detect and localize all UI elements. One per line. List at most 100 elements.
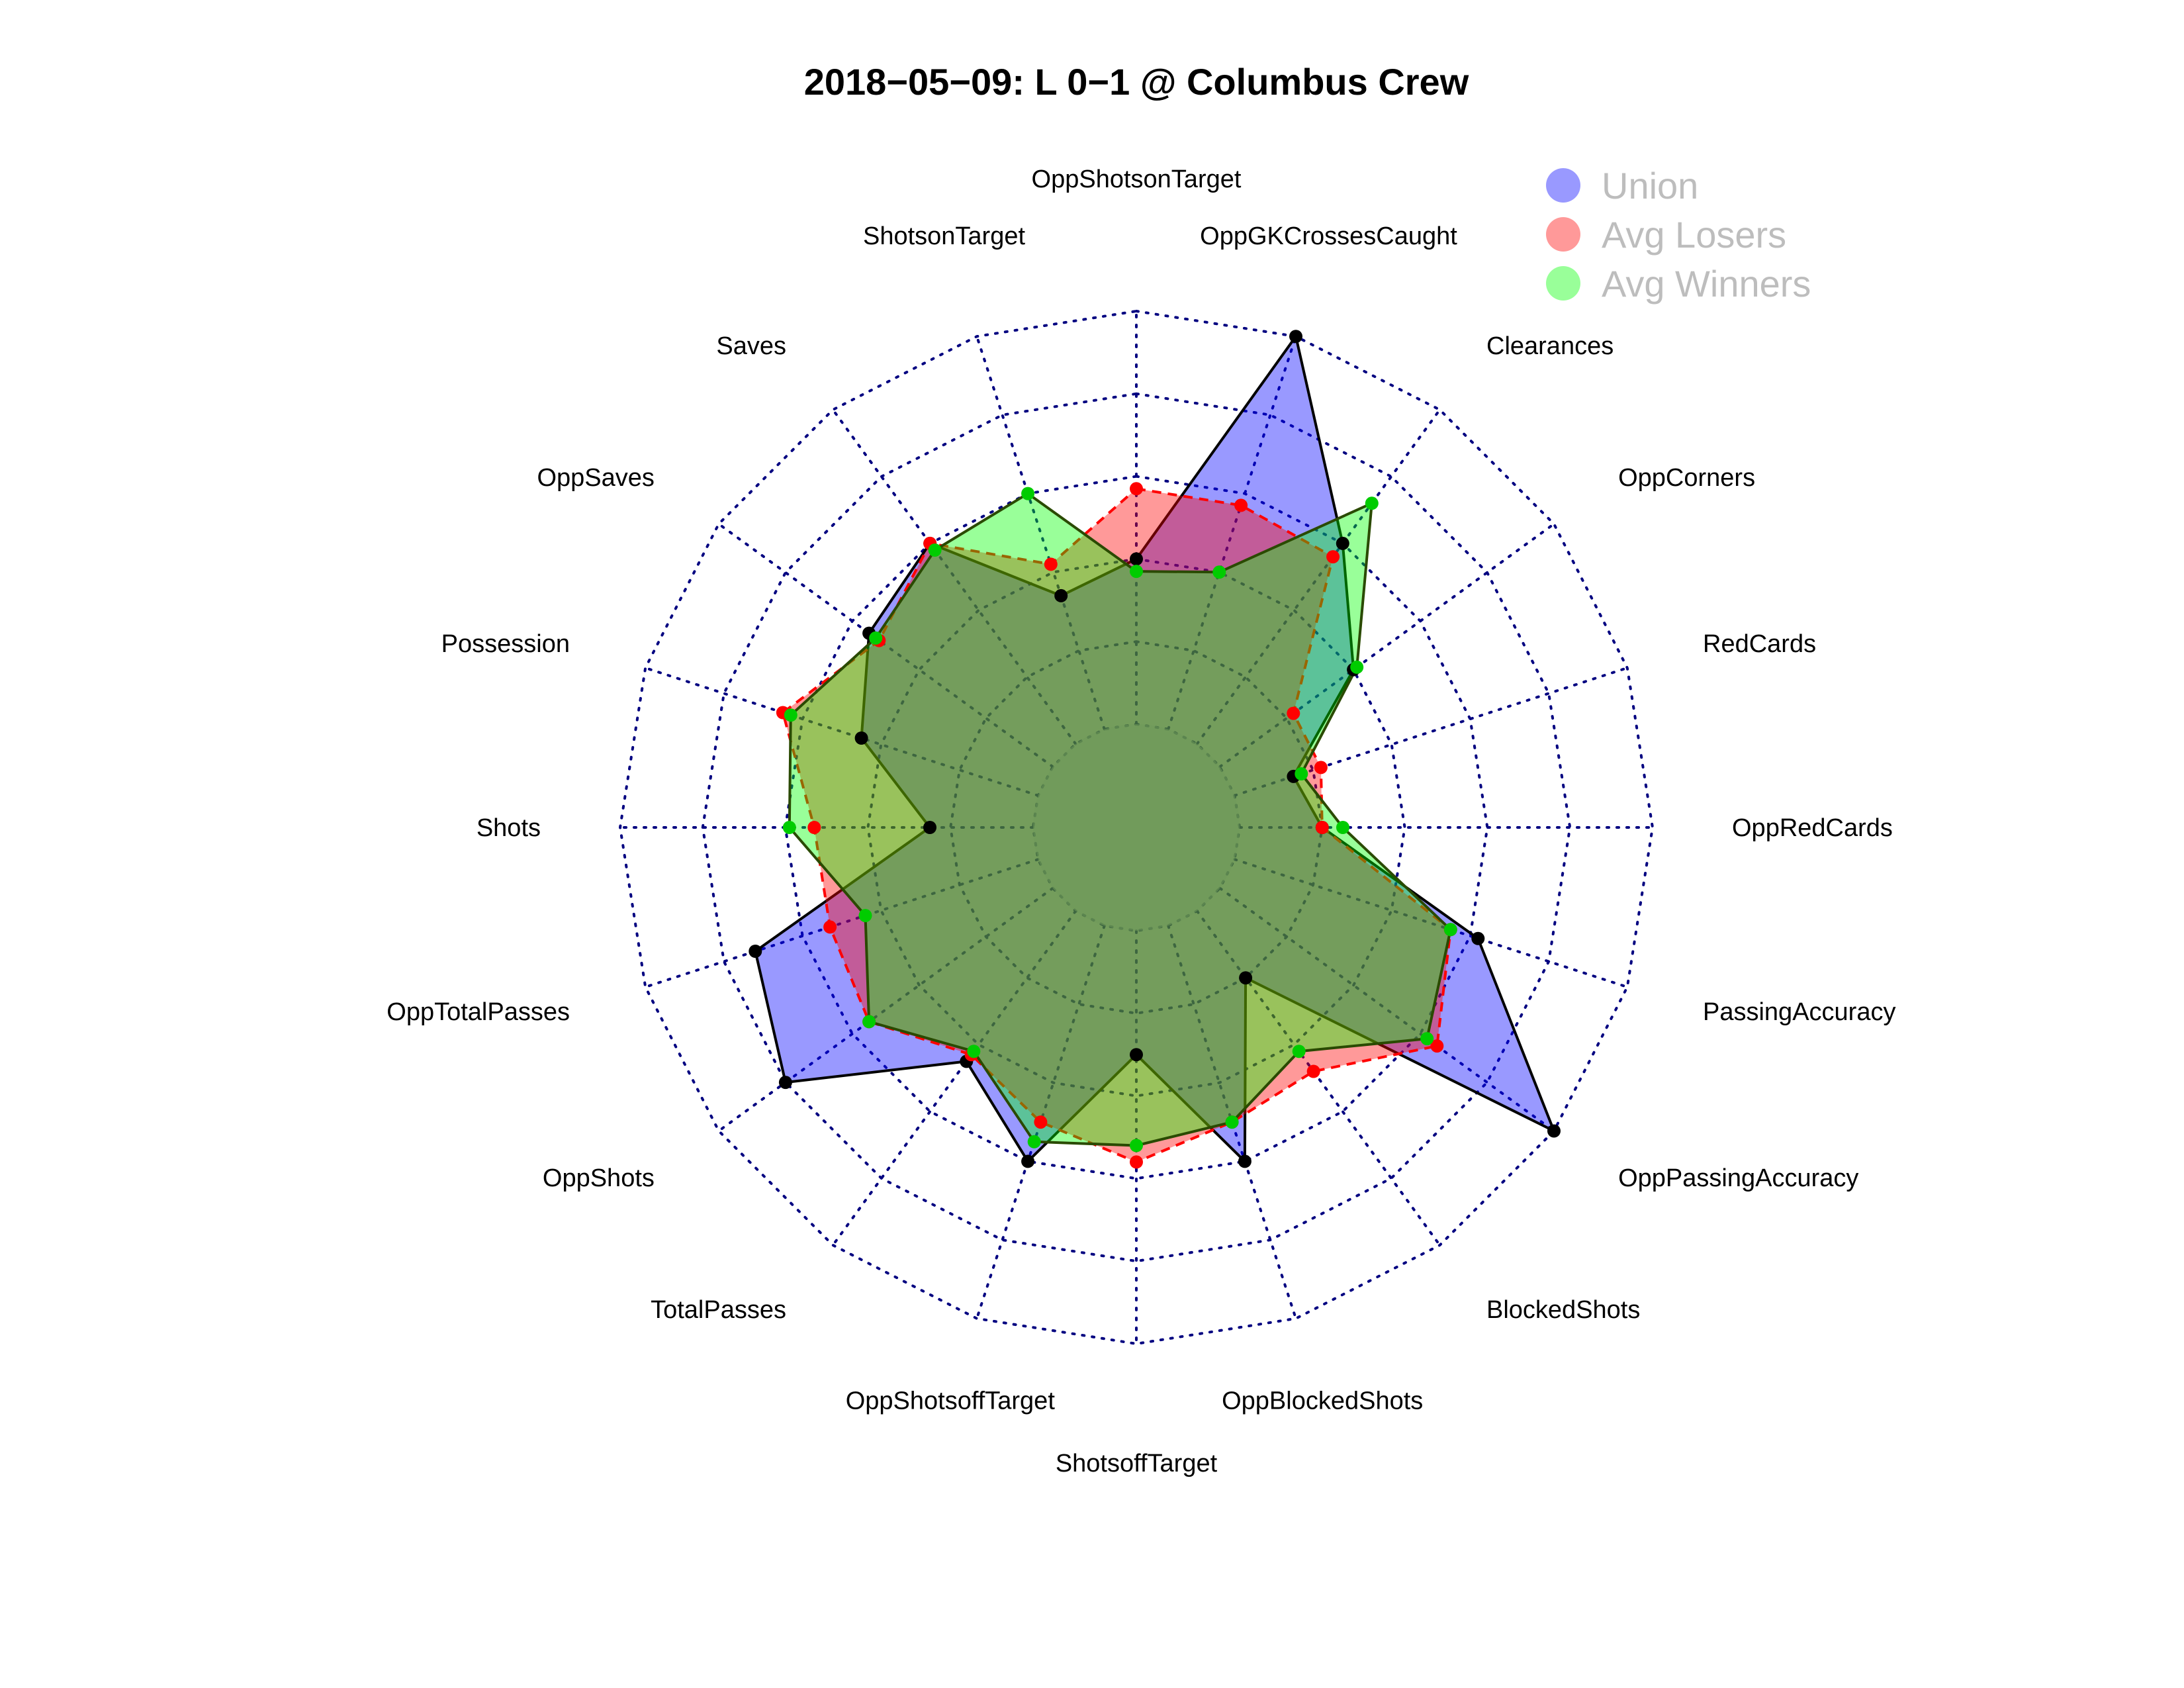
point-avg-winners-15	[782, 821, 796, 834]
axis-label-oppgkcrossescaught: OppGKCrossesCaught	[1200, 222, 1457, 250]
grid-spoke-12	[831, 910, 1077, 1247]
grid-spoke-19	[975, 335, 1106, 731]
axis-label-shotsontarget: ShotsonTarget	[863, 222, 1025, 250]
point-avg-losers-3	[1287, 706, 1300, 720]
point-union-19	[1054, 588, 1068, 602]
point-avg-winners-16	[784, 708, 797, 722]
point-avg-losers-4	[1314, 761, 1328, 774]
grid-spoke-8	[1195, 910, 1441, 1247]
axis-label-oppredcards: OppRedCards	[1732, 814, 1893, 842]
legend-label-union: Union	[1602, 165, 1698, 207]
point-union-7	[1547, 1124, 1561, 1138]
point-union-0	[1130, 552, 1143, 566]
point-avg-winners-5	[1336, 821, 1349, 834]
axis-label-saves: Saves	[716, 332, 786, 360]
radar-markers	[749, 330, 1561, 1169]
grid-spoke-2	[1195, 408, 1441, 745]
radar-hub	[1033, 724, 1240, 931]
point-union-15	[923, 821, 936, 834]
point-union-16	[854, 731, 868, 745]
grid-spoke-16	[644, 666, 1040, 797]
point-union-10	[1130, 1048, 1143, 1062]
axis-label-oppsaves: OppSaves	[537, 464, 654, 492]
legend-swatch-avg-losers	[1546, 217, 1580, 252]
axis-label-totalpasses: TotalPasses	[651, 1296, 786, 1324]
grid-spoke-1	[1167, 335, 1298, 731]
legend-label-avg-losers: Avg Losers	[1602, 214, 1786, 256]
axis-label-shots: Shots	[477, 814, 541, 842]
point-union-1	[1289, 330, 1302, 344]
point-avg-losers-19	[1044, 557, 1058, 571]
grid-spoke-6	[1233, 858, 1629, 989]
grid-spoke-11	[975, 924, 1106, 1320]
axis-label-passingaccuracy: PassingAccuracy	[1703, 998, 1895, 1026]
point-avg-losers-14	[823, 920, 837, 934]
point-avg-losers-7	[1430, 1039, 1444, 1053]
point-avg-winners-12	[967, 1045, 981, 1058]
point-avg-winners-13	[862, 1015, 876, 1029]
point-avg-losers-8	[1306, 1064, 1320, 1078]
radar-grid	[618, 309, 1655, 1346]
point-avg-winners-4	[1295, 767, 1308, 780]
axis-labels: OppShotsonTarget OppGKCrossesCaught Cleara…	[387, 165, 1895, 1477]
point-avg-winners-19	[1021, 487, 1035, 500]
point-avg-losers-15	[807, 821, 821, 834]
chart-title: 2018−05−09: L 0−1 @ Columbus Crew	[804, 61, 1469, 103]
axis-label-opppassingaccuracy: OppPassingAccuracy	[1618, 1164, 1858, 1192]
point-union-2	[1336, 536, 1349, 550]
point-avg-winners-8	[1292, 1045, 1306, 1058]
axis-label-possession: Possession	[441, 630, 570, 658]
point-avg-losers-0	[1130, 482, 1143, 496]
axis-label-redcards: RedCards	[1703, 630, 1816, 658]
point-avg-losers-1	[1234, 498, 1248, 512]
point-avg-winners-9	[1225, 1115, 1239, 1129]
point-union-11	[1021, 1154, 1035, 1168]
point-avg-winners-0	[1130, 565, 1143, 579]
axis-label-oppcorners: OppCorners	[1618, 464, 1755, 492]
point-avg-winners-1	[1212, 565, 1226, 579]
axis-label-oppblockedshots: OppBlockedShots	[1222, 1387, 1423, 1415]
grid-spoke-9	[1167, 924, 1298, 1320]
axis-label-shotsofftarget: ShotsoffTarget	[1056, 1450, 1218, 1477]
chart-legend: Union Avg Losers Avg Winners	[1546, 165, 1811, 305]
point-union-14	[749, 945, 762, 958]
legend-swatch-avg-winners	[1546, 266, 1580, 301]
point-avg-winners-11	[1027, 1135, 1041, 1149]
point-avg-winners-14	[858, 909, 872, 923]
point-avg-winners-10	[1130, 1139, 1143, 1152]
point-avg-winners-17	[869, 631, 883, 645]
point-avg-losers-11	[1034, 1115, 1048, 1129]
axis-label-oppshotsontarget: OppShotsonTarget	[1032, 165, 1242, 193]
grid-ring-2	[866, 557, 1406, 1098]
axis-label-blockedshots: BlockedShots	[1486, 1296, 1640, 1324]
axis-label-oppshots: OppShots	[543, 1164, 655, 1192]
point-avg-losers-2	[1326, 550, 1340, 564]
legend-label-avg-winners: Avg Winners	[1602, 263, 1811, 305]
point-union-9	[1238, 1154, 1251, 1168]
point-avg-winners-7	[1420, 1032, 1434, 1046]
grid-ring-5	[618, 309, 1655, 1346]
point-avg-winners-6	[1443, 923, 1457, 937]
point-union-8	[1239, 971, 1253, 985]
axis-label-oppshotsofftarget: OppShotsoffTarget	[846, 1387, 1056, 1415]
axis-label-opptotalpasses: OppTotalPasses	[387, 998, 570, 1026]
axis-label-clearances: Clearances	[1486, 332, 1614, 360]
grid-spoke-17	[717, 522, 1054, 769]
point-avg-winners-2	[1365, 496, 1379, 510]
point-union-13	[778, 1076, 792, 1090]
grid-spoke-3	[1218, 522, 1556, 769]
grid-spoke-7	[1218, 886, 1556, 1133]
legend-swatch-union	[1546, 168, 1580, 203]
point-avg-winners-18	[928, 543, 942, 557]
point-avg-losers-5	[1315, 821, 1329, 834]
radar-series-group	[754, 335, 1555, 1164]
point-union-6	[1471, 931, 1485, 945]
grid-spoke-14	[644, 858, 1040, 989]
point-avg-losers-10	[1130, 1155, 1143, 1169]
grid-ring-3	[784, 475, 1489, 1180]
point-avg-winners-3	[1350, 660, 1364, 674]
grid-spoke-13	[717, 886, 1054, 1133]
grid-spoke-18	[831, 408, 1077, 745]
